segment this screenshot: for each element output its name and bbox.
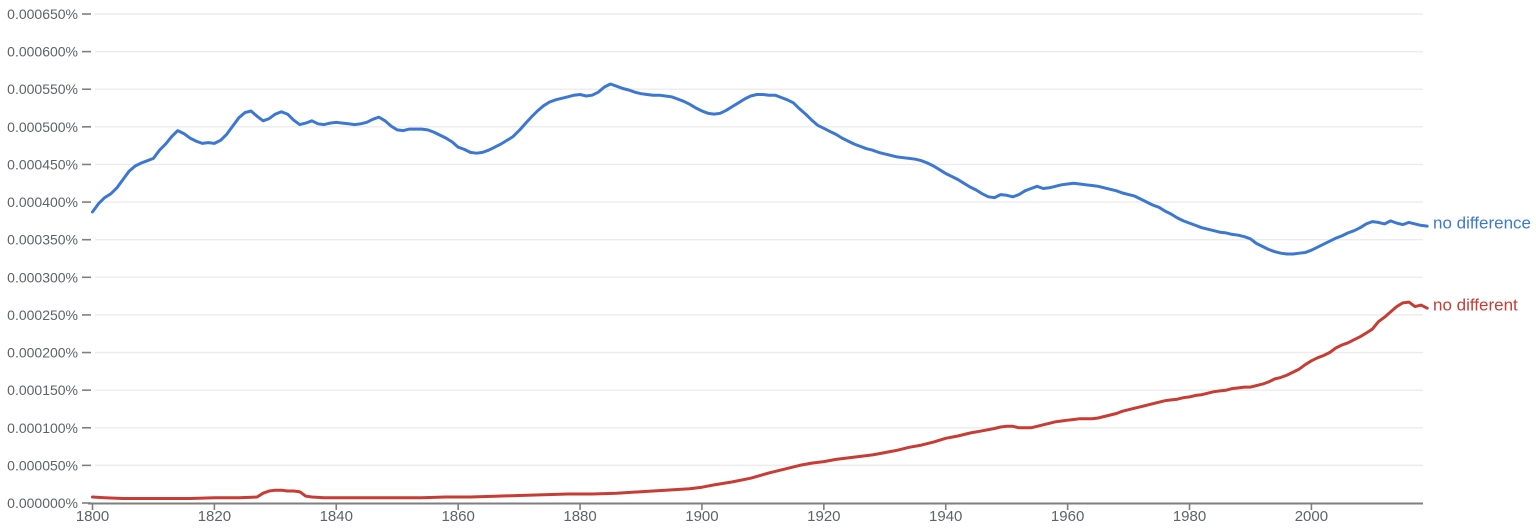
x-axis-label: 1880 xyxy=(563,508,596,525)
series-layer xyxy=(91,82,1429,500)
x-axis-label: 1960 xyxy=(1051,508,1084,525)
x-axis-label: 1900 xyxy=(685,508,718,525)
x-axis-label: 1820 xyxy=(198,508,231,525)
series-line-no-difference[interactable] xyxy=(91,82,1429,256)
series-label-layer: no difference no different xyxy=(1433,214,1531,315)
y-axis-label: 0.000200% xyxy=(7,345,78,361)
y-axis-label: 0.000300% xyxy=(7,269,78,285)
x-axis-label: 2000 xyxy=(1295,508,1328,525)
y-axis-label: 0.000400% xyxy=(7,194,78,210)
y-axis-label: 0.000250% xyxy=(7,307,78,323)
y-axis-label: 0.000500% xyxy=(7,119,78,135)
x-axis-label: 1860 xyxy=(441,508,474,525)
x-axis-label: 1840 xyxy=(320,508,353,525)
x-axis-layer: 1800 1820 1840 1860 1880 1900 1920 1940 1960 1980… xyxy=(76,502,1423,525)
y-axis-label: 0.000100% xyxy=(7,420,78,436)
y-axis-label: 0.000000% xyxy=(7,495,78,511)
y-axis-label: 0.000150% xyxy=(7,382,78,398)
y-axis-label: 0.000650% xyxy=(7,6,78,22)
series-label-no-difference[interactable]: no difference xyxy=(1433,214,1531,233)
x-axis-label: 1980 xyxy=(1173,508,1206,525)
series-label-no-different[interactable]: no different xyxy=(1433,296,1518,315)
x-axis-label: 1800 xyxy=(76,508,109,525)
y-axis-label: 0.000600% xyxy=(7,44,78,60)
y-axis-label: 0.000350% xyxy=(7,232,78,248)
grid-layer xyxy=(95,13,1423,467)
y-axis-label: 0.000550% xyxy=(7,81,78,97)
x-axis-label: 1920 xyxy=(807,508,840,525)
y-axis-layer: 0.000000% 0.000050% 0.000100% 0.000150% 0.00… xyxy=(7,6,91,511)
series-line-no-different[interactable] xyxy=(91,300,1429,500)
x-axis-label: 1940 xyxy=(929,508,962,525)
y-axis-label: 0.000450% xyxy=(7,156,78,172)
y-axis-label: 0.000050% xyxy=(7,457,78,473)
